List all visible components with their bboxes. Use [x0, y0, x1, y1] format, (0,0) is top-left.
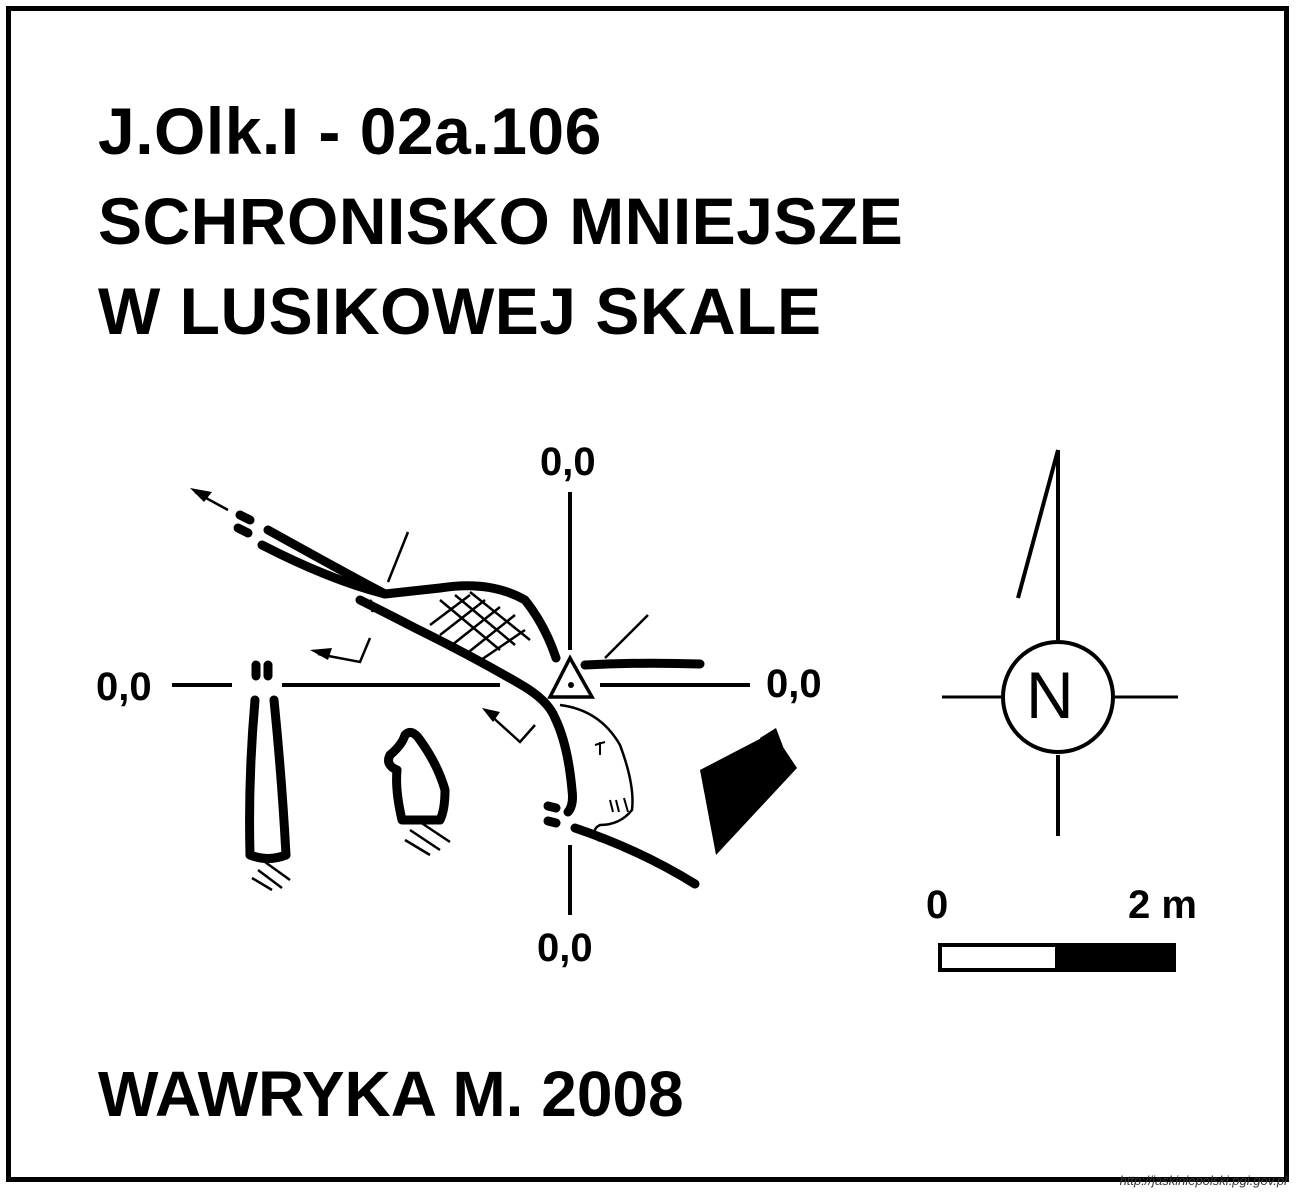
cave-walls — [233, 510, 705, 889]
floor-outline — [369, 531, 649, 852]
datum-label-left: 0,0 — [96, 665, 152, 709]
datum-label-top: 0,0 — [540, 440, 596, 484]
scale-bar — [938, 943, 1176, 972]
north-arrow — [942, 449, 1178, 836]
datum-label-bottom: 0,0 — [537, 926, 593, 970]
north-letter: N — [1026, 658, 1074, 732]
cave-code: J.Olk.I - 02a.106 — [98, 94, 602, 168]
datum-label-right: 0,0 — [766, 662, 822, 706]
scale-start-label: 0 — [926, 883, 949, 927]
cave-name-line-2: W LUSIKOWEJ SKALE — [98, 274, 822, 348]
step-marks — [594, 741, 629, 813]
map-frame — [6, 6, 1289, 1182]
scale-end-label: 2 m — [1128, 883, 1197, 927]
rubble-hatch — [251, 591, 531, 892]
cave-name-line-1: SCHRONISKO MNIEJSZE — [98, 184, 904, 258]
arrow-heads — [190, 488, 500, 722]
datum-triangle — [547, 654, 595, 699]
author-credit: WAWRYKA M. 2008 — [98, 1058, 684, 1130]
datum-cross — [172, 492, 750, 915]
source-url[interactable]: http://jaskiniepolski.pgi.gov.pl — [1119, 1173, 1287, 1188]
